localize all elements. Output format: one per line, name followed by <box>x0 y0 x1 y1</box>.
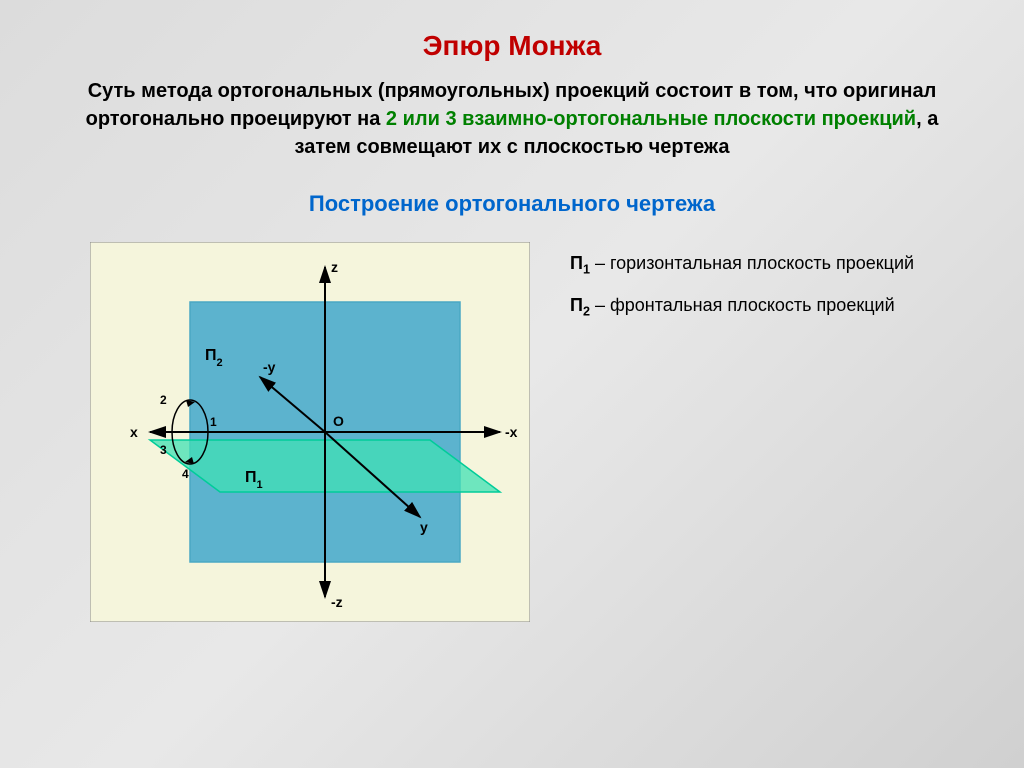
svg-text:3: 3 <box>160 443 167 457</box>
legend: П1 – горизонтальная плоскость проекций П… <box>570 242 914 336</box>
description-text: Суть метода ортогональных (прямоугольных… <box>50 77 974 161</box>
svg-text:2: 2 <box>160 393 167 407</box>
svg-text:x: x <box>130 424 138 440</box>
legend-item: П2 – фронтальная плоскость проекций <box>570 294 914 320</box>
svg-text:-z: -z <box>331 594 343 610</box>
legend-item: П1 – горизонтальная плоскость проекций <box>570 252 914 278</box>
monge-diagram: Oz-zx-xy-yП2П11234 <box>90 242 530 627</box>
slide-title: Эпюр Монжа <box>50 30 974 62</box>
svg-text:O: O <box>333 413 344 429</box>
svg-text:-x: -x <box>505 424 518 440</box>
svg-text:1: 1 <box>210 415 217 429</box>
subtitle: Построение ортогонального чертежа <box>50 191 974 217</box>
svg-text:z: z <box>331 259 338 275</box>
svg-text:-y: -y <box>263 359 276 375</box>
svg-text:4: 4 <box>182 467 189 481</box>
svg-text:y: y <box>420 519 428 535</box>
